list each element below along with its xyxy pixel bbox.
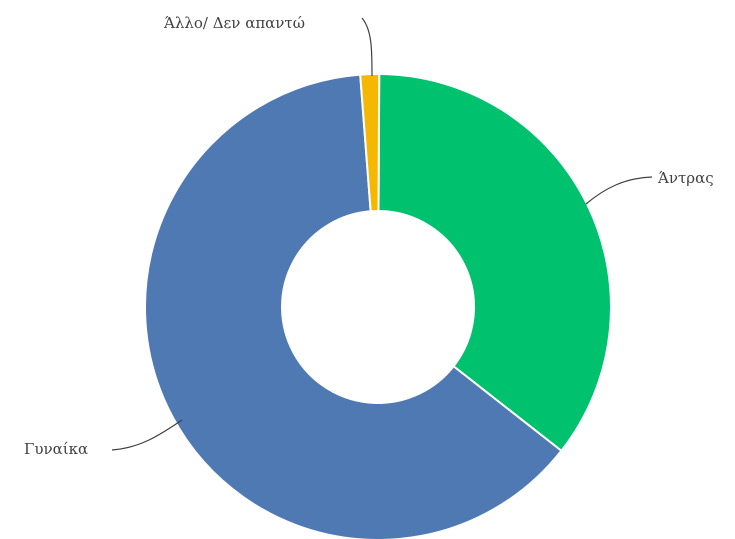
slices-group [144,72,612,539]
leader-line-women [111,419,183,451]
slice-label-other: Άλλο/ Δεν απαντώ [163,14,305,32]
slice-other [359,73,381,213]
slice-women [144,73,563,539]
slice-label-men: Άντρας [657,169,714,187]
leader-line-other [361,17,373,77]
leader-line-men [585,176,653,205]
slice-men [377,72,612,453]
slice-label-women: Γυναίκα [24,440,88,458]
